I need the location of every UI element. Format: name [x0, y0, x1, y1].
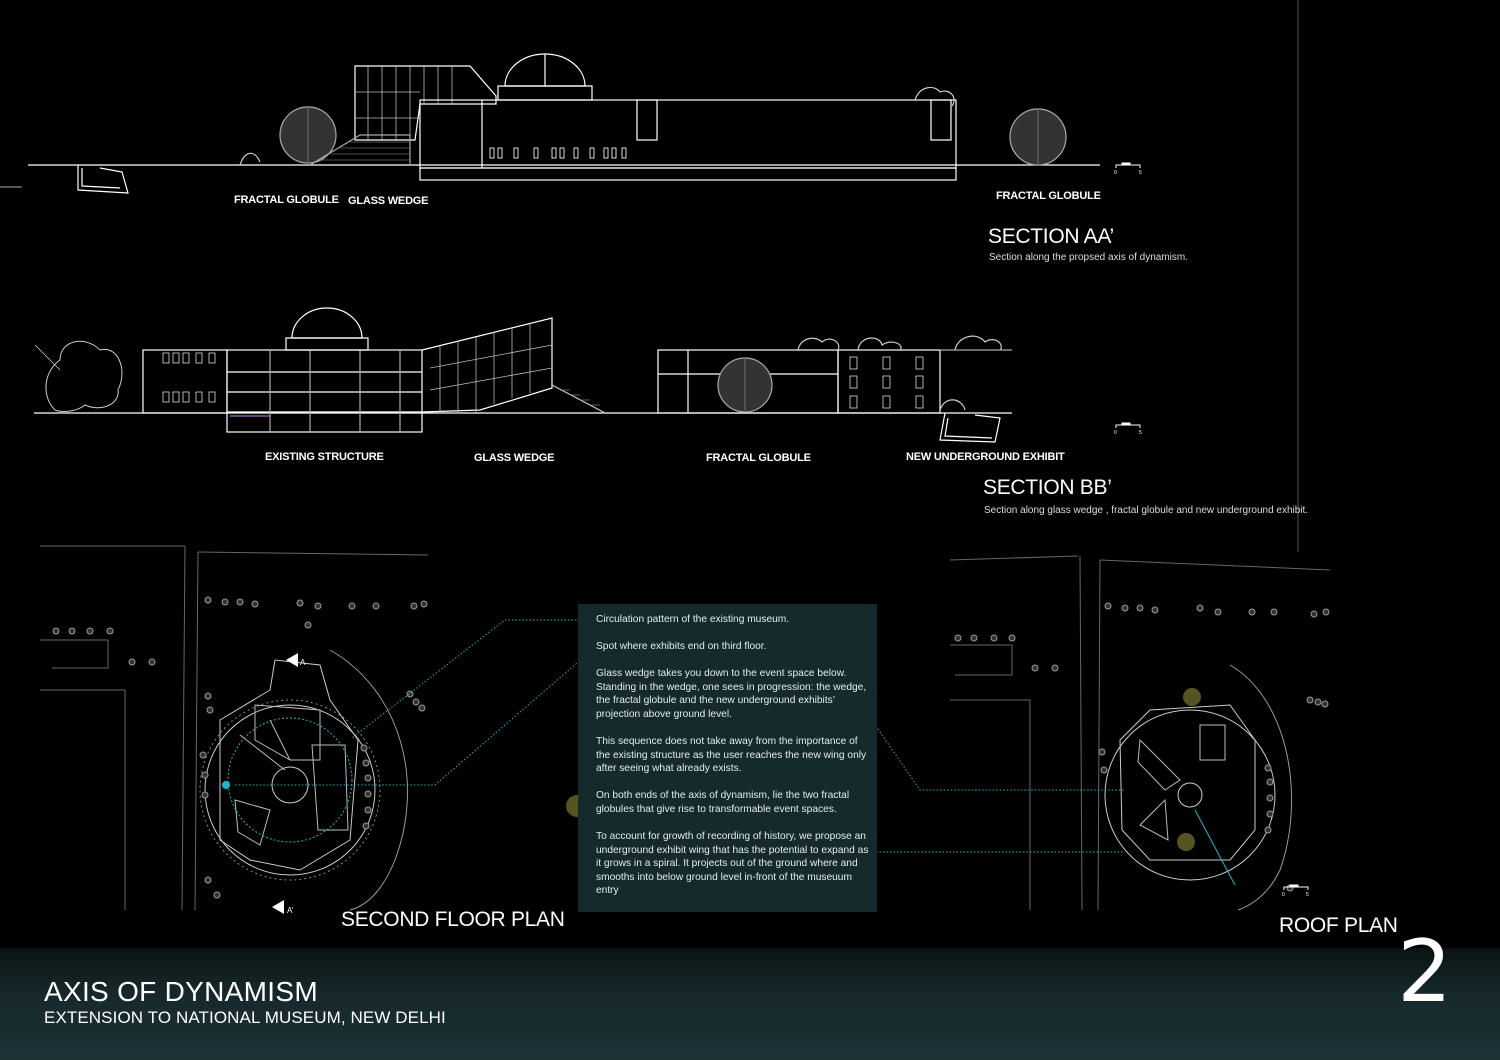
note-fractal-globules: On both ends of the axis of dynamism, li…	[596, 790, 850, 815]
second-floor-plan-title: SECOND FLOOR PLAN	[341, 908, 565, 931]
note-underground-wing: To account for growth of recording of hi…	[596, 831, 869, 897]
scale-bar-bb	[1115, 422, 1141, 428]
scale-bar-bb-start: 0	[1114, 430, 1117, 436]
scale-bar-aa-end: 5	[1139, 170, 1142, 176]
scale-bar-roof	[1283, 884, 1309, 890]
second-floor-plan-drawing	[40, 545, 429, 914]
annotation-leaders	[233, 619, 1125, 853]
note-glass-wedge: Glass wedge takes you down to the event …	[596, 668, 867, 720]
label-glass-wedge-bb: GLASS WEDGE	[474, 452, 555, 464]
section-aa-drawing	[0, 53, 1100, 194]
note-circulation: Circulation pattern of the existing muse…	[596, 614, 790, 625]
scale-bar-bb-end: 5	[1139, 430, 1142, 436]
section-bb-title: SECTION BB’	[983, 476, 1112, 499]
section-aa-title: SECTION AA’	[988, 225, 1114, 248]
scale-bar-aa-start: 0	[1114, 170, 1117, 176]
label-fractal-globule-right: FRACTAL GLOBULE	[996, 190, 1101, 202]
section-bb-subtitle: Section along glass wedge , fractal glob…	[984, 505, 1309, 516]
section-marker-a-prime: A’	[287, 906, 294, 915]
page-number: 2	[1397, 922, 1452, 1022]
section-aa-subtitle: Section along the propsed axis of dynami…	[989, 252, 1188, 263]
label-fractal-globule-bb: FRACTAL GLOBULE	[706, 452, 811, 464]
note-exhibit-end: Spot where exhibits end on third floor.	[596, 641, 767, 652]
section-bb-drawing	[34, 307, 1012, 443]
sheet-subtitle: EXTENSION TO NATIONAL MUSEUM, NEW DELHI	[44, 1008, 446, 1027]
section-marker-a: A	[300, 658, 306, 667]
annotation-box: Circulation pattern of the existing muse…	[578, 604, 877, 912]
note-sequence: This sequence does not take away from th…	[596, 736, 867, 775]
label-new-underground-exhibit: NEW UNDERGROUND EXHIBIT	[906, 451, 1065, 463]
roof-plan-title: ROOF PLAN	[1279, 914, 1398, 937]
scale-bar-roof-start: 0	[1282, 892, 1285, 898]
label-fractal-globule-left: FRACTAL GLOBULE	[234, 194, 339, 206]
sheet-title: AXIS OF DYNAMISM	[44, 976, 318, 1007]
scale-bar-aa	[1115, 162, 1141, 168]
footer-band	[0, 948, 1500, 1060]
roof-plan-drawing	[949, 555, 1331, 911]
label-glass-wedge-aa: GLASS WEDGE	[348, 195, 429, 207]
label-existing-structure: EXISTING STRUCTURE	[265, 451, 384, 463]
scale-bar-roof-end: 5	[1306, 892, 1309, 898]
